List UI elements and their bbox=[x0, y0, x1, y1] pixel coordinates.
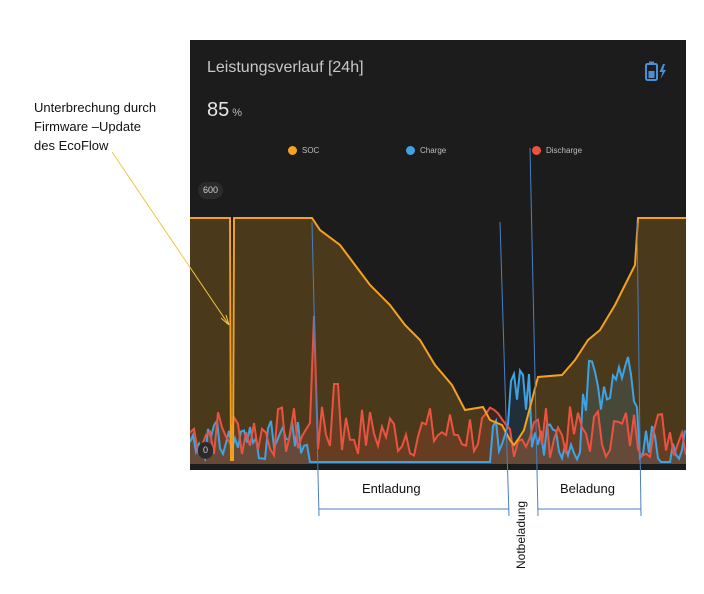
soc-area bbox=[190, 218, 686, 464]
legend-discharge-label: Discharge bbox=[546, 146, 583, 155]
note-arrow bbox=[111, 151, 230, 326]
beladung-start-line bbox=[529, 147, 539, 517]
legend-soc[interactable]: SOC bbox=[288, 146, 319, 155]
legend-soc-label: SOC bbox=[302, 146, 320, 155]
entladung-end-line bbox=[499, 221, 510, 517]
axis-label-bottom: 0 bbox=[198, 442, 214, 459]
entladung-label: Entladung bbox=[362, 481, 421, 496]
power-history-card: Leistungsverlauf [24h] 85% SOC Charge Di… bbox=[190, 40, 686, 470]
discharge-area bbox=[190, 316, 686, 464]
soc-value: 85% bbox=[207, 99, 242, 122]
battery-charging-icon[interactable] bbox=[644, 60, 668, 82]
legend-charge-label: Charge bbox=[420, 146, 447, 155]
soc-unit: % bbox=[232, 107, 243, 119]
entladung-start-line bbox=[311, 221, 320, 517]
card-title: Leistungsverlauf [24h] bbox=[207, 59, 364, 76]
legend-discharge[interactable]: Discharge bbox=[532, 146, 582, 155]
soc-line bbox=[190, 217, 686, 461]
charge-dot-icon bbox=[406, 146, 415, 155]
notbeladung-label: Notbeladung bbox=[514, 500, 528, 569]
discharge-line bbox=[190, 315, 686, 460]
firmware-update-note: Unterbrechung durch Firmware –Update des… bbox=[34, 100, 157, 153]
discharge-dot-icon bbox=[532, 146, 541, 155]
soc-dot-icon bbox=[288, 146, 297, 155]
soc-number: 85 bbox=[207, 99, 230, 121]
legend-charge[interactable]: Charge bbox=[406, 146, 446, 155]
power-chart bbox=[190, 217, 686, 464]
note-arrow-head-icon bbox=[220, 314, 230, 326]
beladung-end-line bbox=[636, 221, 642, 517]
beladung-label: Beladung bbox=[560, 481, 615, 496]
charge-line bbox=[190, 356, 686, 463]
axis-label-top: 600 bbox=[198, 182, 224, 199]
